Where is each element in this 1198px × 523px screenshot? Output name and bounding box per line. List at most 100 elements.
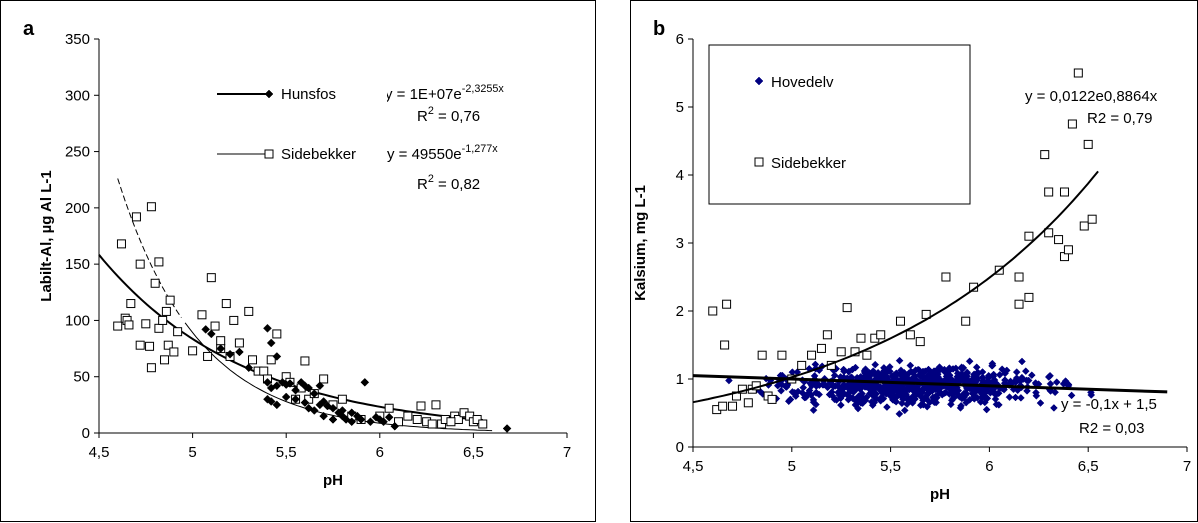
data-point-hovedelv xyxy=(941,388,950,397)
data-point-hunsfos xyxy=(300,398,310,407)
y-axis-title: Kalsium, mg L-1 xyxy=(632,185,649,301)
data-point-sidebekker xyxy=(1073,68,1083,78)
r-squared-1: R2 = 0,76 xyxy=(417,105,480,125)
data-point-hovedelv xyxy=(900,406,909,415)
data-point-hovedelv xyxy=(968,389,977,398)
data-point-sidebekker xyxy=(126,299,136,309)
data-point-sidebekker xyxy=(941,272,951,282)
data-point-hunsfos xyxy=(291,394,300,404)
data-point-hovedelv xyxy=(883,403,891,411)
data-point-sidebekker xyxy=(1054,235,1064,245)
y-tick-label: 2 xyxy=(676,303,684,320)
data-point-hovedelv xyxy=(851,401,860,409)
data-point-sidebekker xyxy=(210,321,220,331)
data-point-hovedelv xyxy=(978,390,986,399)
legend-box xyxy=(708,44,971,205)
data-point-hunsfos xyxy=(235,347,244,357)
data-point-hunsfos xyxy=(201,325,211,334)
y-tick-label: 0 xyxy=(676,439,684,456)
x-axis-title: pH xyxy=(930,486,950,503)
data-point-hovedelv xyxy=(963,372,971,381)
data-point-hunsfos xyxy=(323,401,332,411)
legend-marker-hovedelv xyxy=(754,76,764,86)
data-point-sidebekker xyxy=(895,316,905,326)
data-point-hovedelv xyxy=(990,376,999,384)
data-point-sidebekker xyxy=(403,411,413,421)
panel-letter: b xyxy=(653,18,665,40)
data-point-hovedelv xyxy=(846,387,855,395)
data-point-sidebekker xyxy=(272,329,282,339)
data-point-hovedelv xyxy=(1027,371,1036,380)
trendline-hovedelv xyxy=(692,374,1168,394)
data-point-hunsfos xyxy=(360,377,370,387)
data-point-hovedelv xyxy=(832,396,841,404)
data-point-sidebekker xyxy=(234,338,244,348)
equation-1: y = 0,0122e0,8864x xyxy=(1025,88,1158,105)
y-tick-label: 150 xyxy=(65,256,90,273)
data-point-sidebekker xyxy=(431,400,441,410)
data-point-sidebekker xyxy=(728,401,738,411)
data-point-hovedelv xyxy=(794,387,802,396)
chart-a-svg: 4,5 5 5,5 6 6,5 7 0 50 100 150 200 250 300 350 pH Labil… xyxy=(23,18,571,489)
data-point-sidebekker xyxy=(842,303,852,313)
data-point-hovedelv xyxy=(1023,387,1031,395)
data-point-hunsfos xyxy=(244,363,254,373)
data-point-hovedelv xyxy=(839,365,848,374)
data-point-sidebekker xyxy=(1083,139,1093,149)
data-point-sidebekker xyxy=(478,419,488,429)
data-point-hovedelv xyxy=(949,365,957,373)
data-point-hovedelv xyxy=(799,383,808,392)
data-point-hovedelv xyxy=(1044,373,1053,381)
trendline-sidebekker xyxy=(692,170,1099,404)
data-point-sidebekker xyxy=(836,347,846,357)
data-point-sidebekker xyxy=(777,350,787,360)
data-point-sidebekker xyxy=(427,419,437,429)
data-point-hunsfos xyxy=(278,377,287,387)
data-point-hunsfos xyxy=(304,383,314,393)
data-point-sidebekker xyxy=(1087,214,1097,224)
data-point-hovedelv xyxy=(907,367,915,376)
x-tick-label: 4,5 xyxy=(683,458,704,475)
y-tick-label: 4 xyxy=(676,167,684,184)
data-point-hovedelv xyxy=(1036,399,1045,407)
data-point-hovedelv xyxy=(890,386,899,394)
data-point-hunsfos xyxy=(272,352,282,361)
data-point-hovedelv xyxy=(917,390,925,398)
data-point-hovedelv xyxy=(951,386,960,395)
data-point-sidebekker xyxy=(160,355,170,365)
y-tick-label: 0 xyxy=(82,425,90,442)
data-point-hovedelv xyxy=(1024,376,1033,385)
data-point-sidebekker xyxy=(718,401,728,411)
data-point-hovedelv xyxy=(897,366,905,375)
data-point-hovedelv xyxy=(988,359,997,368)
data-point-sidebekker xyxy=(816,343,826,353)
data-point-sidebekker xyxy=(150,278,160,288)
data-point-sidebekker xyxy=(856,333,866,343)
data-point-hovedelv xyxy=(858,399,867,408)
x-axis-title: pH xyxy=(323,472,343,489)
y-tick-label: 50 xyxy=(73,369,90,386)
data-point-hunsfos xyxy=(266,397,276,406)
data-point-hovedelv xyxy=(929,393,937,402)
data-point-hovedelv xyxy=(870,392,878,401)
data-point-sidebekker xyxy=(221,299,231,309)
data-point-hovedelv xyxy=(995,400,1003,409)
data-point-sidebekker xyxy=(757,350,767,360)
data-point-hovedelv xyxy=(906,361,915,370)
x-tick-label: 4,5 xyxy=(89,444,110,461)
data-point-hunsfos xyxy=(216,344,226,353)
data-point-hovedelv xyxy=(853,383,862,392)
data-point-hovedelv xyxy=(815,390,824,399)
data-point-sidebekker xyxy=(722,299,732,309)
data-point-hovedelv xyxy=(1011,393,1020,402)
data-point-hovedelv xyxy=(827,388,836,396)
data-point-sidebekker xyxy=(154,323,164,333)
legend-overlap-mask xyxy=(373,81,387,103)
data-point-sidebekker xyxy=(244,306,254,316)
data-point-hunsfos xyxy=(338,406,347,415)
data-point-hunsfos xyxy=(347,417,357,427)
data-point-hovedelv xyxy=(957,401,965,410)
data-point-hovedelv xyxy=(947,400,955,409)
data-point-hovedelv xyxy=(934,390,943,398)
data-point-hunsfos xyxy=(379,417,388,427)
